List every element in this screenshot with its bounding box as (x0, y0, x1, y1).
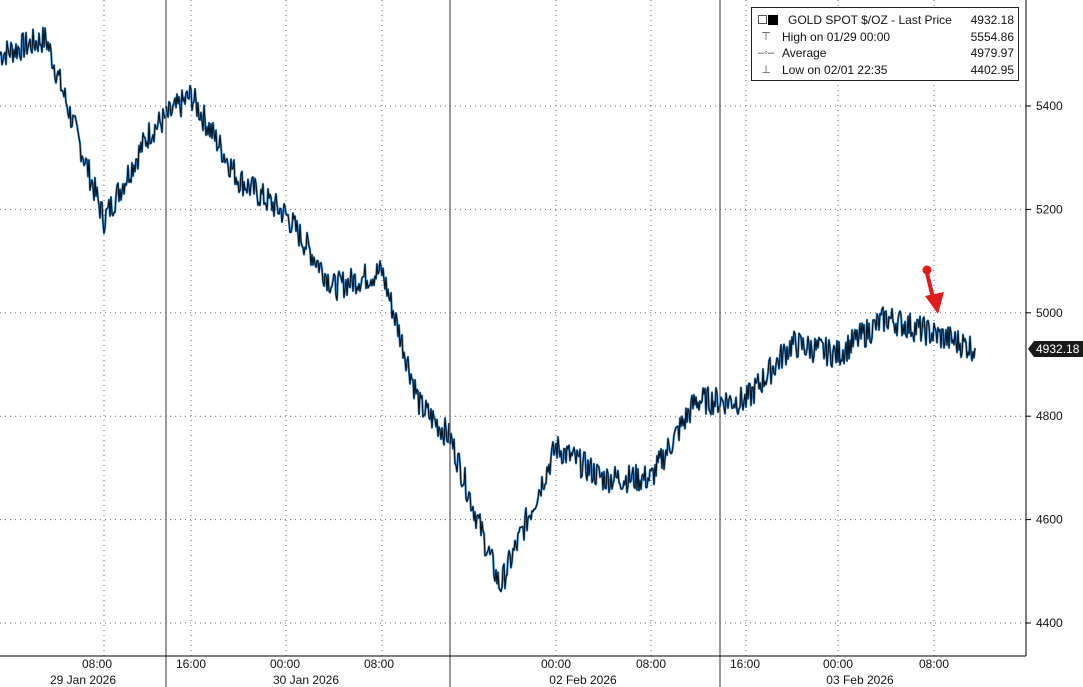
legend-low-value: 4402.95 (970, 63, 1014, 77)
price-series (0, 26, 977, 593)
y-tick-label: 4400 (1036, 616, 1063, 630)
y-tick-label: 4800 (1036, 409, 1063, 423)
y-axis: 4400 4600 4800 5000 5200 5400 (1025, 0, 1063, 656)
x-tick-label: 00:00 (541, 657, 571, 671)
peak-arrow-annotation (922, 265, 944, 314)
x-tick-label: 08:00 (364, 657, 394, 671)
legend-high-label: High on 01/29 00:00 (782, 30, 891, 44)
x-tick-label: 16:00 (176, 657, 206, 671)
legend-high-value: 5554.86 (970, 30, 1014, 44)
x-date-label: 03 Feb 2026 (826, 673, 894, 687)
legend-row-average: –◦– Average 4979.97 (758, 45, 1014, 61)
chart-legend: GOLD SPOT $/OZ - Last Price 4932.18 ⊤ Hi… (751, 7, 1019, 81)
x-date-label: 02 Feb 2026 (549, 673, 617, 687)
x-date-label: 29 Jan 2026 (50, 673, 116, 687)
x-tick-label: 16:00 (730, 657, 760, 671)
high-marker-icon: ⊤ (761, 31, 771, 43)
legend-row-series: GOLD SPOT $/OZ - Last Price 4932.18 (758, 12, 1014, 28)
x-tick-label: 08:00 (82, 657, 112, 671)
price-line-ink (449, 386, 720, 592)
price-line-ink (0, 27, 166, 234)
legend-average-value: 4979.97 (970, 46, 1014, 60)
legend-row-high: ⊤ High on 01/29 00:00 5554.86 (758, 29, 1014, 45)
average-marker-icon: –◦– (758, 47, 775, 59)
last-price-tag-text: 4932.18 (1036, 342, 1080, 356)
arrow-tail-dot (922, 265, 932, 275)
low-marker-icon: ⊥ (761, 64, 771, 76)
legend-last-price: 4932.18 (970, 13, 1014, 27)
price-line-ink (165, 85, 450, 446)
y-tick-label: 5400 (1036, 99, 1063, 113)
last-price-tag: 4932.18 (1028, 341, 1083, 357)
legend-row-low: ⊥ Low on 02/01 22:35 4402.95 (758, 62, 1014, 78)
y-tick-label: 5200 (1036, 202, 1063, 216)
series-swatch-icon (768, 14, 778, 25)
price-line-ink (719, 306, 976, 415)
x-tick-label: 00:00 (823, 657, 853, 671)
legend-series-title: GOLD SPOT $/OZ - Last Price (788, 13, 952, 27)
x-date-label: 30 Jan 2026 (273, 673, 339, 687)
collapse-box-icon[interactable] (758, 15, 767, 24)
y-tick-label: 5000 (1036, 306, 1063, 320)
arrow-head (925, 292, 944, 314)
x-tick-label: 08:00 (919, 657, 949, 671)
session-dividers (165, 0, 721, 687)
y-tick-label: 4600 (1036, 513, 1063, 527)
x-tick-label: 08:00 (636, 657, 666, 671)
legend-low-label: Low on 02/01 22:35 (782, 63, 888, 77)
x-axis: 08:00 16:00 00:00 08:00 00:00 08:00 16:00 00:00… (0, 655, 1026, 687)
x-tick-label: 00:00 (270, 657, 300, 671)
legend-average-label: Average (782, 46, 827, 60)
